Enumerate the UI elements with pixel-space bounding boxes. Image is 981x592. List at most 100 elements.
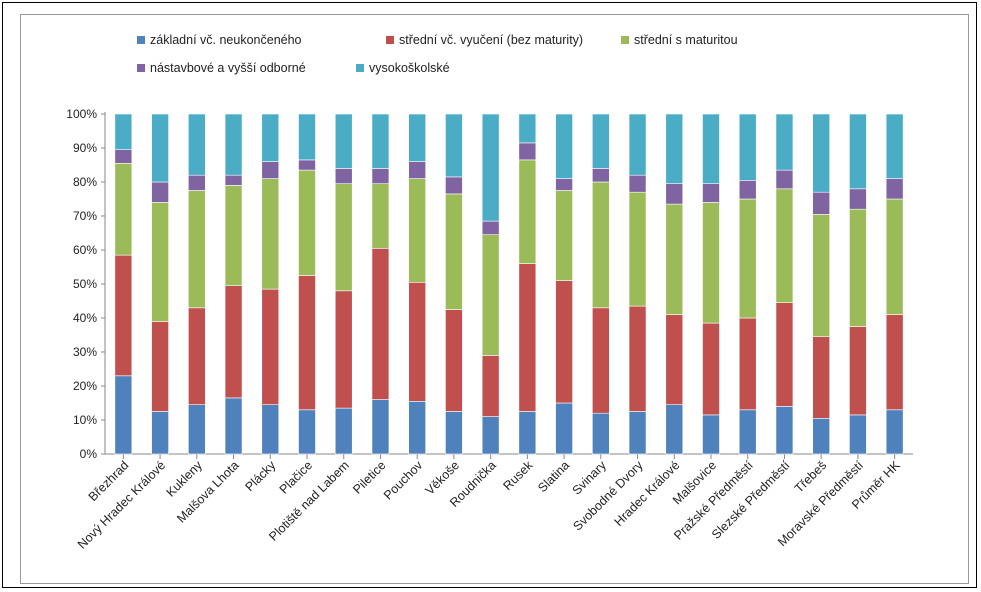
legend-swatch	[386, 36, 394, 44]
bar-segment	[482, 355, 499, 416]
bar-segment	[262, 114, 279, 162]
bar-segment	[849, 114, 866, 189]
bar-segment	[666, 114, 683, 184]
bar-segment	[335, 184, 352, 291]
bar-segment	[188, 114, 205, 175]
y-tick-label: 10%	[73, 413, 97, 427]
bar-segment	[335, 291, 352, 408]
bar-segment	[115, 114, 132, 150]
bar-segment	[886, 315, 903, 410]
bar-segment	[519, 114, 536, 143]
y-tick-label: 60%	[73, 243, 97, 257]
bar-segment	[445, 412, 462, 455]
bar-segment	[813, 214, 830, 336]
bar-segment	[445, 310, 462, 412]
bars	[115, 114, 903, 454]
bar-segment	[813, 114, 830, 192]
bar-segment	[115, 376, 132, 454]
bar-segment	[592, 114, 609, 168]
bar-segment	[776, 189, 793, 303]
bar-segment	[299, 114, 316, 160]
bar-segment	[445, 194, 462, 310]
bar-segment	[739, 114, 756, 180]
bar-segment	[556, 403, 573, 454]
bar-segment	[152, 202, 169, 321]
bar-segment	[666, 405, 683, 454]
bar-segment	[666, 315, 683, 405]
bar-segment	[225, 286, 242, 398]
bar-segment	[482, 235, 499, 356]
bar-segment	[776, 170, 793, 189]
bar-segment	[225, 114, 242, 175]
bar-segment	[703, 415, 720, 454]
legend: základní vč. neukončeného střední vč. vyu…	[137, 33, 738, 75]
bar-segment	[519, 264, 536, 412]
bar-segment	[409, 179, 426, 283]
y-tick-label: 90%	[73, 141, 97, 155]
y-tick-label: 80%	[73, 175, 97, 189]
bar-segment	[776, 406, 793, 454]
bar-segment	[739, 180, 756, 199]
bar-segment	[335, 168, 352, 183]
y-tick-label: 30%	[73, 345, 97, 359]
bar-segment	[262, 405, 279, 454]
bar-segment	[813, 418, 830, 454]
bar-segment	[188, 308, 205, 405]
y-tick-label: 50%	[73, 277, 97, 291]
bar-segment	[409, 162, 426, 179]
bar-segment	[262, 162, 279, 179]
bar-segment	[703, 202, 720, 323]
bar-segment	[482, 114, 499, 221]
legend-label: nástavbové a vyšší odborné	[150, 61, 306, 75]
legend-label: střední vč. vyučení (bez maturity)	[399, 33, 583, 47]
y-tick-label: 70%	[73, 209, 97, 223]
bar-segment	[629, 306, 646, 411]
bar-segment	[299, 410, 316, 454]
bar-segment	[445, 177, 462, 194]
bar-segment	[556, 281, 573, 403]
bar-segment	[445, 114, 462, 177]
bar-segment	[482, 221, 499, 235]
bar-segment	[849, 189, 866, 209]
bar-segment	[592, 413, 609, 454]
bar-segment	[629, 114, 646, 175]
bar-segment	[556, 191, 573, 281]
bar-segment	[592, 168, 609, 182]
bar-segment	[886, 410, 903, 454]
bar-segment	[556, 179, 573, 191]
bar-segment	[152, 321, 169, 411]
category-label: Hradec Králové	[612, 458, 683, 529]
bar-segment	[703, 184, 720, 203]
bar-segment	[188, 175, 205, 190]
bar-segment	[776, 114, 793, 170]
bar-segment	[556, 114, 573, 179]
bar-segment	[849, 327, 866, 415]
legend-swatch	[621, 36, 629, 44]
bar-segment	[372, 248, 389, 399]
bar-segment	[629, 412, 646, 455]
bar-segment	[849, 415, 866, 454]
bar-segment	[703, 114, 720, 184]
bar-segment	[152, 412, 169, 455]
bar-segment	[666, 184, 683, 204]
y-tick-label: 20%	[73, 379, 97, 393]
bar-segment	[886, 114, 903, 179]
bar-segment	[299, 170, 316, 275]
bar-segment	[262, 289, 279, 405]
bar-segment	[299, 276, 316, 410]
y-tick-label: 0%	[80, 447, 98, 461]
y-tick-label: 100%	[66, 107, 97, 121]
bar-segment	[739, 318, 756, 410]
bar-segment	[813, 337, 830, 419]
bar-segment	[115, 150, 132, 164]
bar-segment	[115, 163, 132, 255]
bar-segment	[519, 143, 536, 160]
bar-segment	[335, 114, 352, 168]
category-label: Plácky	[242, 458, 278, 494]
bar-segment	[335, 408, 352, 454]
bar-segment	[739, 410, 756, 454]
bar-segment	[115, 255, 132, 376]
bar-segment	[372, 400, 389, 454]
